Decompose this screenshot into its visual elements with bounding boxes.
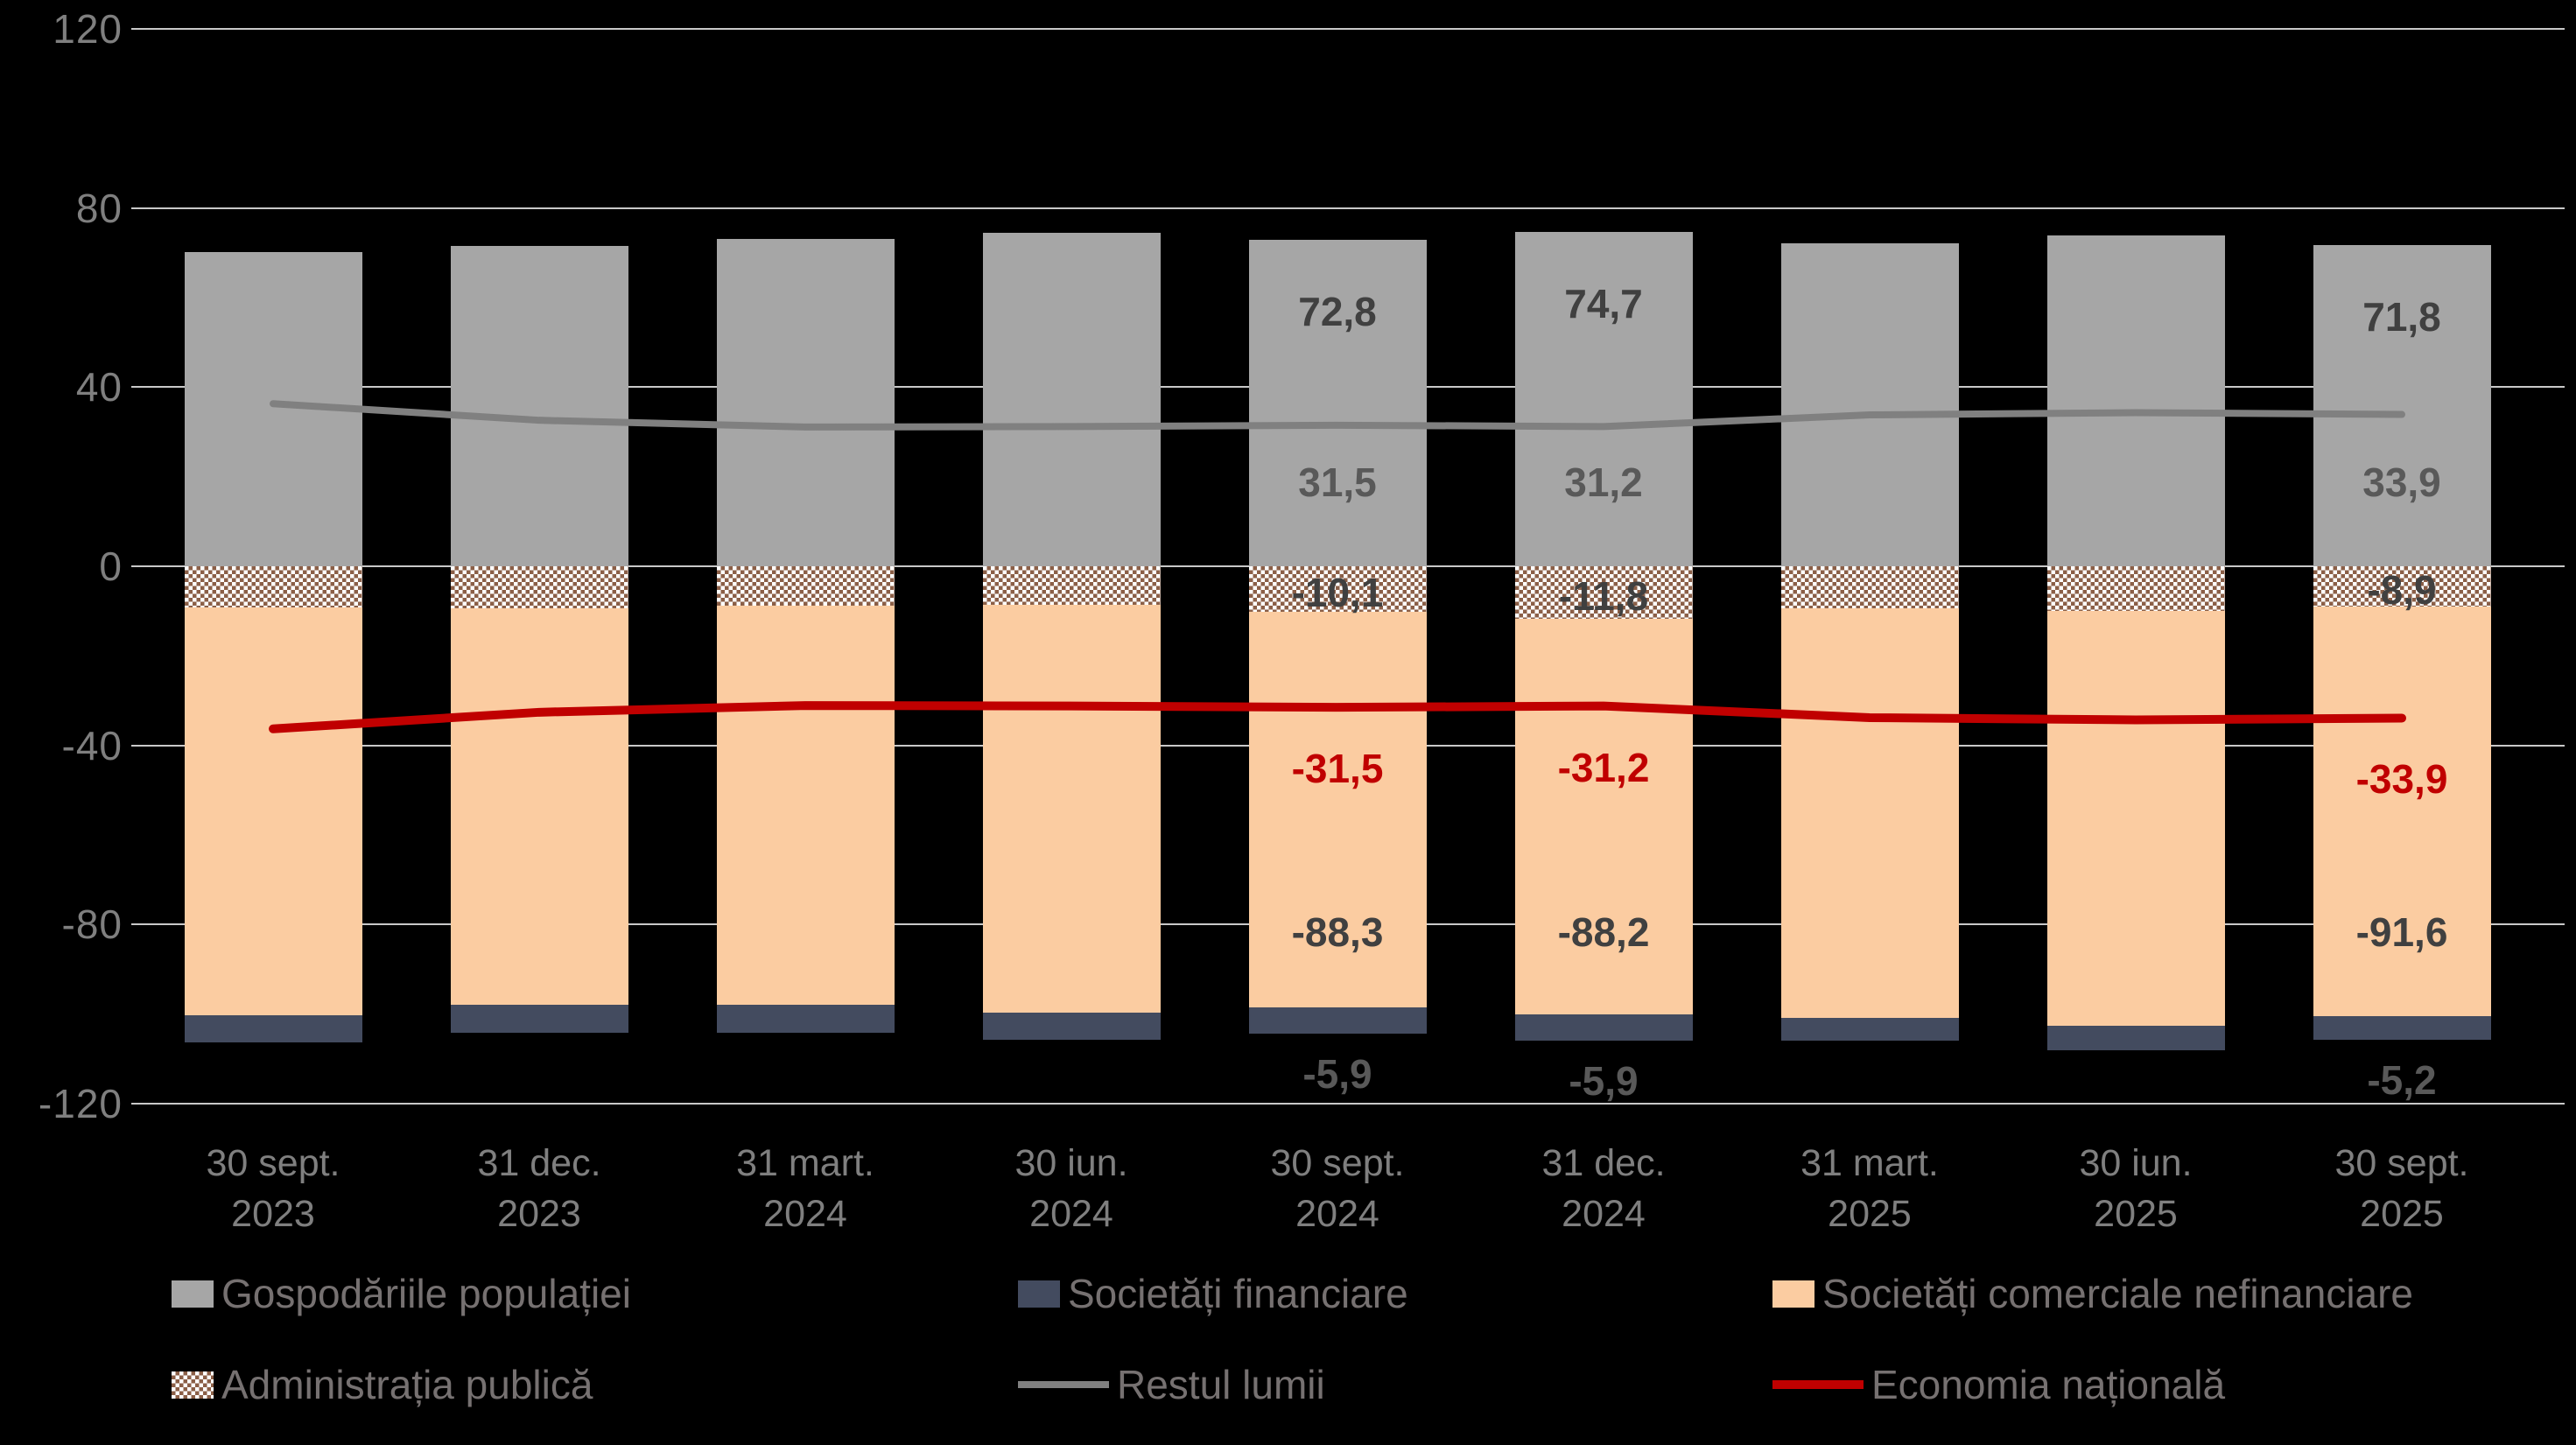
legend-swatch-pattern bbox=[172, 1371, 214, 1399]
x-axis-label-1: 31 dec. 2023 bbox=[477, 1142, 601, 1236]
bar-segment-administratia-3 bbox=[982, 566, 1161, 605]
x-axis-label-6: 31 mart. 2025 bbox=[1800, 1142, 1939, 1236]
legend-swatch-gospodariile bbox=[172, 1280, 214, 1308]
bar-segment-administratia-2 bbox=[716, 566, 895, 606]
label-comerciale: -91,6 bbox=[2355, 909, 2448, 955]
bar-segment-financiare-1 bbox=[450, 1004, 628, 1033]
label-comerciale: -88,3 bbox=[1291, 909, 1384, 955]
label-gospodariile: 71,8 bbox=[2362, 293, 2441, 340]
legend-swatch-line-restul bbox=[1018, 1381, 1109, 1388]
legend-item-comerciale: Societăți comerciale nefinanciare bbox=[1772, 1267, 2413, 1320]
bar-segment-gospodariile-6 bbox=[1780, 243, 1959, 566]
y-axis-tick-label: 120 bbox=[53, 5, 123, 52]
bar-segment-comerciale-6 bbox=[1780, 608, 1959, 1018]
x-axis-label-7: 30 iun. 2025 bbox=[2079, 1142, 2193, 1236]
label-comerciale: -88,2 bbox=[1557, 909, 1650, 955]
legend-label-financiare: Societăți financiare bbox=[1068, 1271, 1408, 1316]
bar-segment-administratia-4 bbox=[1248, 566, 1427, 612]
x-axis-label-4: 30 sept. 2024 bbox=[1270, 1142, 1405, 1236]
y-axis-tick-label: -120 bbox=[38, 1081, 123, 1127]
label-administratia: -8,9 bbox=[2367, 566, 2437, 613]
x-axis-label-8: 30 sept. 2025 bbox=[2334, 1142, 2469, 1236]
bar-segment-financiare-8 bbox=[2313, 1016, 2491, 1040]
legend-label-restul: Restul lumii bbox=[1117, 1362, 1325, 1407]
legend-swatch-comerciale bbox=[1772, 1280, 1814, 1308]
legend-item-financiare: Societăți financiare bbox=[1018, 1267, 1408, 1320]
bar-segment-gospodariile-1 bbox=[450, 246, 628, 566]
label-restul-lumii: 31,2 bbox=[1564, 459, 1643, 505]
label-administratia: -11,8 bbox=[1558, 573, 1649, 620]
label-economia: -33,9 bbox=[2355, 756, 2448, 803]
bar-segment-comerciale-2 bbox=[716, 605, 895, 1006]
legend-swatch-line-economia bbox=[1772, 1380, 1864, 1389]
x-axis-label-0: 30 sept. 2023 bbox=[206, 1142, 340, 1236]
bar-segment-comerciale-3 bbox=[982, 605, 1161, 1013]
label-restul-lumii: 33,9 bbox=[2362, 459, 2441, 505]
bar-segment-administratia-7 bbox=[2046, 566, 2225, 612]
bar-segment-administratia-8 bbox=[2313, 566, 2491, 607]
legend-swatch-financiare bbox=[1018, 1280, 1060, 1308]
legend-item-administratia: Administrația publică bbox=[172, 1358, 593, 1411]
bar-segment-financiare-2 bbox=[716, 1005, 895, 1033]
label-administratia: -10,1 bbox=[1291, 569, 1384, 615]
label-financiare: -5,9 bbox=[1302, 1050, 1372, 1097]
bar-segment-financiare-7 bbox=[2046, 1026, 2225, 1051]
bar-segment-comerciale-1 bbox=[450, 607, 628, 1005]
legend-label-gospodariile: Gospodăriile populației bbox=[221, 1271, 631, 1316]
legend-item-economia: Economia națională bbox=[1772, 1358, 2225, 1411]
legend-item-restul: Restul lumii bbox=[1018, 1358, 1325, 1411]
legend-label-comerciale: Societăți comerciale nefinanciare bbox=[1822, 1271, 2414, 1316]
label-gospodariile: 72,8 bbox=[1298, 289, 1377, 335]
bar-segment-gospodariile-7 bbox=[2046, 235, 2225, 566]
legend-label-economia: Economia națională bbox=[1871, 1362, 2226, 1407]
bar-segment-gospodariile-2 bbox=[716, 239, 895, 566]
bar-segment-financiare-0 bbox=[184, 1014, 362, 1043]
bar-segment-comerciale-0 bbox=[184, 607, 362, 1015]
label-economia: -31,5 bbox=[1291, 746, 1384, 792]
gridline--120 bbox=[131, 1103, 2565, 1105]
bar-segment-administratia-5 bbox=[1514, 566, 1693, 620]
label-financiare: -5,2 bbox=[2367, 1056, 2437, 1103]
bar-segment-administratia-0 bbox=[184, 566, 362, 608]
label-gospodariile: 74,7 bbox=[1564, 280, 1643, 326]
y-axis-tick-label: 80 bbox=[75, 185, 123, 231]
bar-segment-administratia-6 bbox=[1780, 566, 1959, 609]
gridline-80 bbox=[131, 207, 2565, 209]
bar-segment-comerciale-7 bbox=[2046, 611, 2225, 1026]
bar-segment-financiare-3 bbox=[982, 1012, 1161, 1040]
bar-segment-comerciale-5 bbox=[1514, 619, 1693, 1014]
bar-segment-comerciale-4 bbox=[1248, 611, 1427, 1007]
y-axis-tick-label: -40 bbox=[61, 722, 123, 768]
bar-segment-gospodariile-3 bbox=[982, 232, 1161, 566]
gridline-120 bbox=[131, 27, 2565, 30]
x-axis-label-5: 31 dec. 2024 bbox=[1541, 1142, 1666, 1236]
bar-segment-financiare-4 bbox=[1248, 1007, 1427, 1034]
bar-segment-financiare-6 bbox=[1780, 1017, 1959, 1041]
bar-segment-comerciale-8 bbox=[2313, 606, 2491, 1017]
bar-segment-administratia-1 bbox=[450, 566, 628, 608]
y-axis-tick-label: -80 bbox=[61, 901, 123, 948]
x-axis-label-3: 30 iun. 2024 bbox=[1014, 1142, 1128, 1236]
label-financiare: -5,9 bbox=[1569, 1057, 1639, 1104]
y-axis-tick-label: 0 bbox=[99, 544, 123, 589]
legend-item-gospodariile: Gospodăriile populației bbox=[172, 1267, 631, 1320]
bar-segment-gospodariile-5 bbox=[1514, 231, 1693, 566]
bar-segment-gospodariile-0 bbox=[184, 252, 362, 566]
y-axis-tick-label: 40 bbox=[75, 364, 123, 410]
label-economia: -31,2 bbox=[1557, 744, 1650, 790]
legend-label-administratia: Administrația publică bbox=[221, 1362, 593, 1407]
x-axis-label-2: 31 mart. 2024 bbox=[736, 1142, 874, 1236]
bar-segment-financiare-5 bbox=[1514, 1014, 1693, 1041]
label-restul-lumii: 31,5 bbox=[1298, 459, 1377, 505]
